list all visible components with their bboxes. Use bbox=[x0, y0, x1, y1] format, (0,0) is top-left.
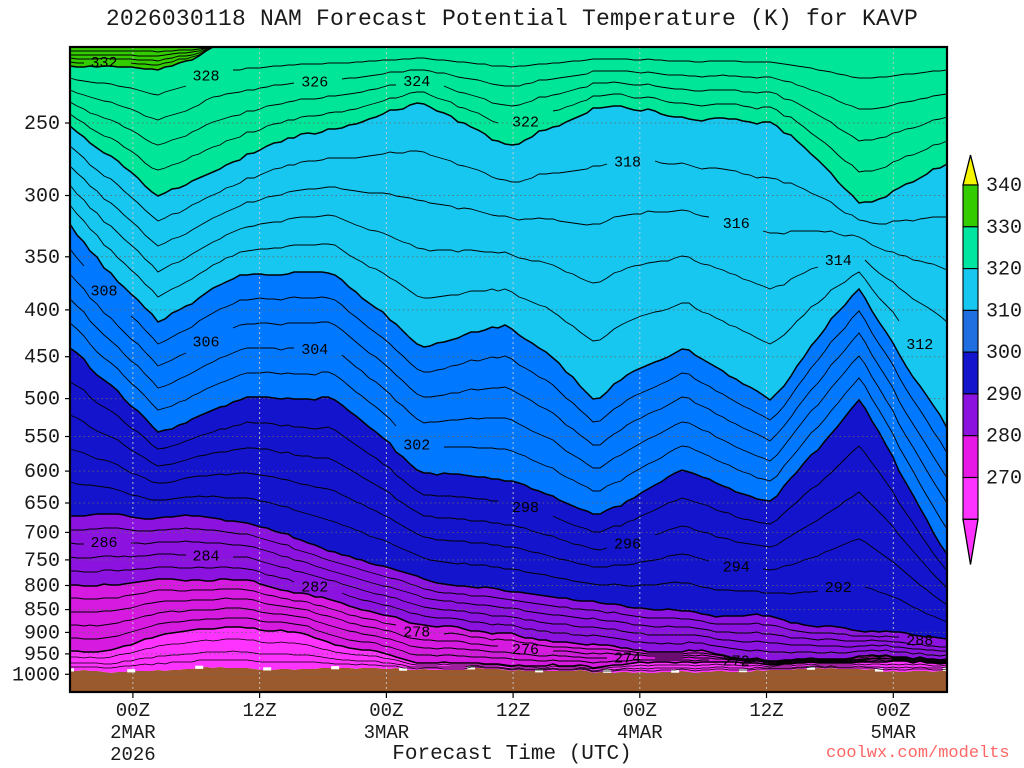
svg-text:00Z: 00Z bbox=[369, 700, 403, 722]
svg-text:320: 320 bbox=[986, 259, 1022, 282]
svg-text:322: 322 bbox=[512, 114, 539, 131]
svg-text:00Z: 00Z bbox=[623, 700, 657, 722]
svg-text:3MAR: 3MAR bbox=[364, 722, 410, 744]
svg-text:800: 800 bbox=[24, 576, 60, 599]
svg-text:600: 600 bbox=[24, 461, 60, 484]
svg-text:850: 850 bbox=[24, 600, 60, 623]
svg-text:324: 324 bbox=[403, 74, 430, 91]
svg-text:318: 318 bbox=[614, 154, 641, 171]
svg-text:250: 250 bbox=[24, 113, 60, 136]
svg-text:300: 300 bbox=[986, 342, 1022, 365]
svg-text:300: 300 bbox=[24, 186, 60, 209]
svg-text:282: 282 bbox=[301, 580, 328, 597]
svg-text:1000: 1000 bbox=[12, 664, 60, 687]
svg-text:270: 270 bbox=[986, 468, 1022, 491]
svg-text:332: 332 bbox=[90, 55, 117, 72]
svg-text:272: 272 bbox=[723, 654, 750, 671]
svg-text:278: 278 bbox=[403, 625, 430, 642]
svg-text:306: 306 bbox=[192, 334, 219, 351]
svg-text:00Z: 00Z bbox=[876, 700, 910, 722]
svg-text:302: 302 bbox=[403, 438, 430, 455]
svg-text:350: 350 bbox=[24, 247, 60, 270]
svg-text:312: 312 bbox=[906, 337, 933, 354]
svg-text:298: 298 bbox=[512, 500, 539, 517]
svg-text:4MAR: 4MAR bbox=[617, 722, 663, 744]
svg-text:274: 274 bbox=[614, 651, 641, 668]
svg-text:286: 286 bbox=[90, 535, 117, 552]
svg-text:304: 304 bbox=[301, 342, 328, 359]
svg-text:328: 328 bbox=[192, 68, 219, 85]
svg-text:316: 316 bbox=[723, 216, 750, 233]
svg-text:500: 500 bbox=[24, 389, 60, 412]
svg-text:700: 700 bbox=[24, 522, 60, 545]
svg-text:314: 314 bbox=[825, 253, 852, 270]
svg-text:292: 292 bbox=[825, 580, 852, 597]
svg-text:280: 280 bbox=[986, 426, 1022, 449]
svg-text:400: 400 bbox=[24, 300, 60, 323]
svg-text:12Z: 12Z bbox=[749, 700, 783, 722]
svg-text:450: 450 bbox=[24, 347, 60, 370]
svg-text:650: 650 bbox=[24, 493, 60, 516]
svg-text:340: 340 bbox=[986, 175, 1022, 198]
svg-text:550: 550 bbox=[24, 427, 60, 450]
svg-text:308: 308 bbox=[90, 283, 117, 300]
svg-text:12Z: 12Z bbox=[242, 700, 276, 722]
svg-text:310: 310 bbox=[986, 300, 1022, 323]
svg-text:326: 326 bbox=[301, 75, 328, 92]
svg-text:294: 294 bbox=[723, 559, 750, 576]
svg-text:284: 284 bbox=[192, 549, 219, 566]
svg-text:296: 296 bbox=[614, 536, 641, 553]
svg-text:5MAR: 5MAR bbox=[870, 722, 916, 744]
svg-text:12Z: 12Z bbox=[496, 700, 530, 722]
svg-text:290: 290 bbox=[986, 384, 1022, 407]
svg-text:288: 288 bbox=[906, 633, 933, 650]
svg-text:2MAR: 2MAR bbox=[110, 722, 156, 744]
svg-text:750: 750 bbox=[24, 550, 60, 573]
svg-text:00Z: 00Z bbox=[116, 700, 150, 722]
svg-text:900: 900 bbox=[24, 622, 60, 645]
svg-text:276: 276 bbox=[512, 642, 539, 659]
svg-text:330: 330 bbox=[986, 217, 1022, 240]
